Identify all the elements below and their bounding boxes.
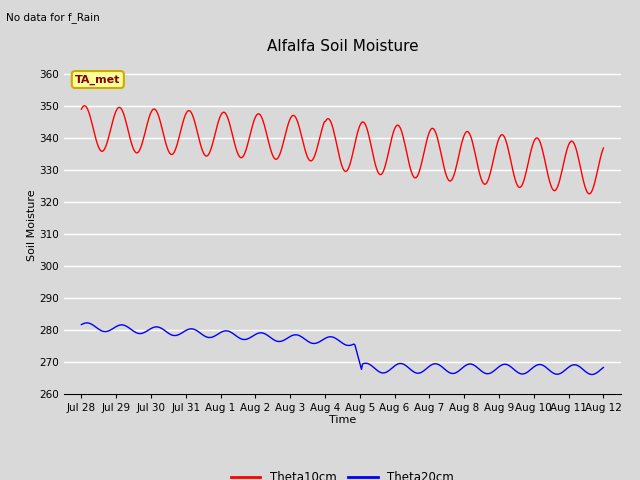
Legend: Theta10cm, Theta20cm: Theta10cm, Theta20cm [226,466,459,480]
Text: No data for f_Rain: No data for f_Rain [6,12,100,23]
Title: Alfalfa Soil Moisture: Alfalfa Soil Moisture [267,39,418,54]
X-axis label: Time: Time [329,415,356,425]
Y-axis label: Soil Moisture: Soil Moisture [27,190,36,262]
Text: TA_met: TA_met [75,74,120,84]
